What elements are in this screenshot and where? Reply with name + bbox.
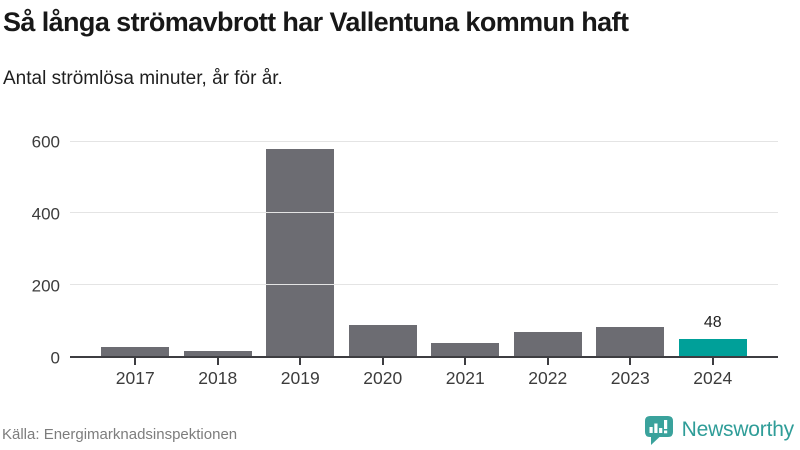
gridline-400 [70, 212, 778, 214]
x-axis-tick-2020 [381, 358, 384, 365]
y-tick-label-400: 400 [31, 204, 60, 224]
newsworthy-logo: Newsworthy [643, 414, 794, 446]
newsworthy-wordmark: Newsworthy [681, 418, 795, 441]
bar-2017 [101, 347, 170, 356]
y-tick-label-200: 200 [31, 276, 60, 296]
chart-title: Så långa strömavbrott har Vallentuna kom… [3, 7, 629, 37]
bar-slot-2023: 2023 [589, 142, 672, 388]
bar-2020 [348, 324, 417, 356]
bar-2019 [266, 149, 335, 356]
x-tick-label-2019: 2019 [280, 368, 320, 388]
bar-2018 [183, 350, 252, 356]
x-tick-label-2022: 2022 [528, 368, 568, 388]
newsworthy-icon [644, 416, 673, 445]
bar-2023 [596, 326, 665, 356]
bar-slot-2022: 2022 [507, 142, 590, 388]
x-axis-tick-2018 [216, 358, 219, 365]
source-note: Källa: Energimarknadsinspektionen [2, 426, 238, 443]
y-tick-label-600: 600 [31, 132, 60, 152]
y-tick-label-0: 0 [50, 348, 60, 368]
x-axis-tick-2021 [464, 358, 467, 365]
x-tick-label-2020: 2020 [363, 368, 403, 388]
bar-2024 [678, 338, 747, 356]
chart-footer: Källa: Energimarknadsinspektionen Newswo… [2, 414, 794, 446]
x-tick-label-2023: 2023 [610, 368, 650, 388]
x-axis-tick-2024 [711, 358, 714, 365]
bar-2022 [513, 332, 582, 356]
plot-area: 2017 2018 2019 2020 2021 2022 2023 2024 48 [70, 141, 778, 388]
x-axis-tick-2022 [546, 358, 549, 365]
bar-series: 2017 2018 2019 2020 2021 2022 2023 2024 48 [70, 142, 778, 388]
bar-slot-2017: 2017 [94, 142, 177, 388]
bar-slot-2024: 2024 48 [672, 142, 755, 388]
bar-slot-2021: 2021 [424, 142, 507, 388]
x-tick-label-2021: 2021 [445, 368, 485, 388]
bar-slot-2018: 2018 [177, 142, 260, 388]
chart-subtitle: Antal strömlösa minuter, år för år. [3, 68, 283, 89]
bar-2021 [431, 343, 500, 356]
y-axis: 0 200 400 600 [0, 134, 60, 367]
bar-slot-2019: 2019 [259, 142, 342, 388]
x-axis-tick-2017 [134, 358, 137, 365]
bar-slot-2020: 2020 [342, 142, 425, 388]
bar-value-label-2024: 48 [703, 313, 722, 331]
x-axis-tick-2019 [299, 358, 302, 365]
x-tick-label-2017: 2017 [115, 368, 155, 388]
x-axis-tick-2023 [629, 358, 632, 365]
gridline-600 [70, 141, 778, 142]
gridline-200 [70, 283, 778, 285]
x-tick-label-2018: 2018 [198, 368, 238, 388]
x-tick-label-2024: 2024 [693, 368, 733, 388]
